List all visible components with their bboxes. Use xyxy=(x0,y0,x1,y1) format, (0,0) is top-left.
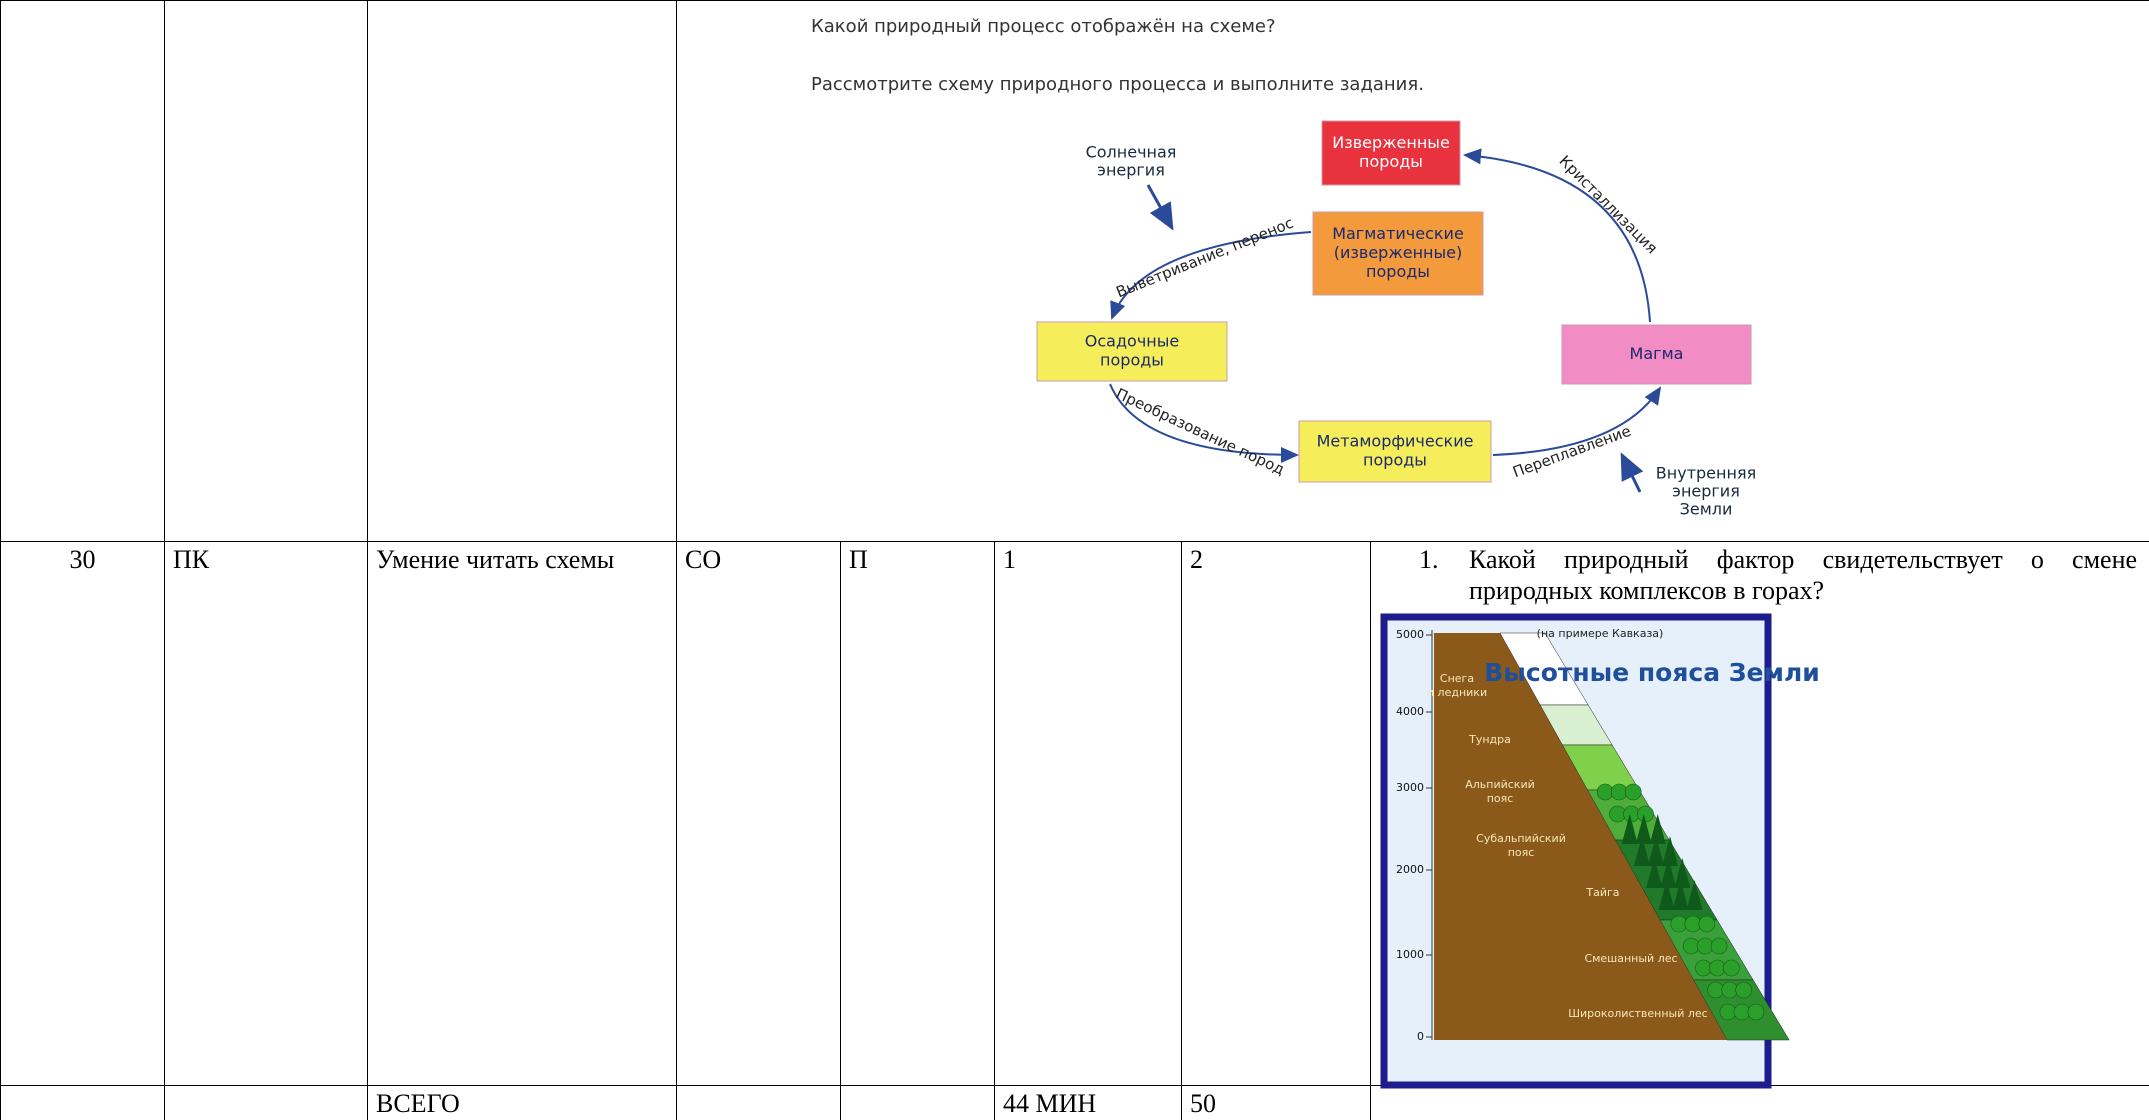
cell-total-time: 44 МИН xyxy=(994,1084,1182,1120)
task-text: Какой природный фактор свидетельствует о… xyxy=(1469,545,2138,606)
cell-type: П xyxy=(840,541,995,1086)
cell-total-points: 50 xyxy=(1181,1084,1371,1120)
cell-points: 2 xyxy=(1181,541,1371,1086)
cell xyxy=(1369,1084,2149,1120)
table-row xyxy=(0,0,2149,542)
cell-number: 30 xyxy=(0,541,165,1086)
cell xyxy=(164,0,368,542)
cell xyxy=(840,1084,995,1120)
cell-level: СО xyxy=(676,541,841,1086)
task-marker: 1. xyxy=(1419,545,1439,574)
cell-time: 1 xyxy=(994,541,1182,1086)
cell xyxy=(0,0,165,542)
cell-total: ВСЕГО xyxy=(367,1084,677,1120)
cell xyxy=(676,1084,841,1120)
cell-skill: Умение читать схемы xyxy=(367,541,677,1086)
cell-code: ПК xyxy=(164,541,368,1086)
cell xyxy=(164,1084,368,1120)
cell xyxy=(0,1084,165,1120)
table-row: ВСЕГО 44 МИН 50 xyxy=(0,1084,2149,1120)
cell xyxy=(367,0,677,542)
cell-task: 1. Какой природный фактор свидетельствует… xyxy=(1369,541,2149,1086)
diagram-cell xyxy=(675,0,2149,542)
task: 1. Какой природный фактор свидетельствует… xyxy=(1379,544,2141,606)
table-row: 30 ПК Умение читать схемы СО П 1 2 1. Как… xyxy=(0,541,2149,1086)
